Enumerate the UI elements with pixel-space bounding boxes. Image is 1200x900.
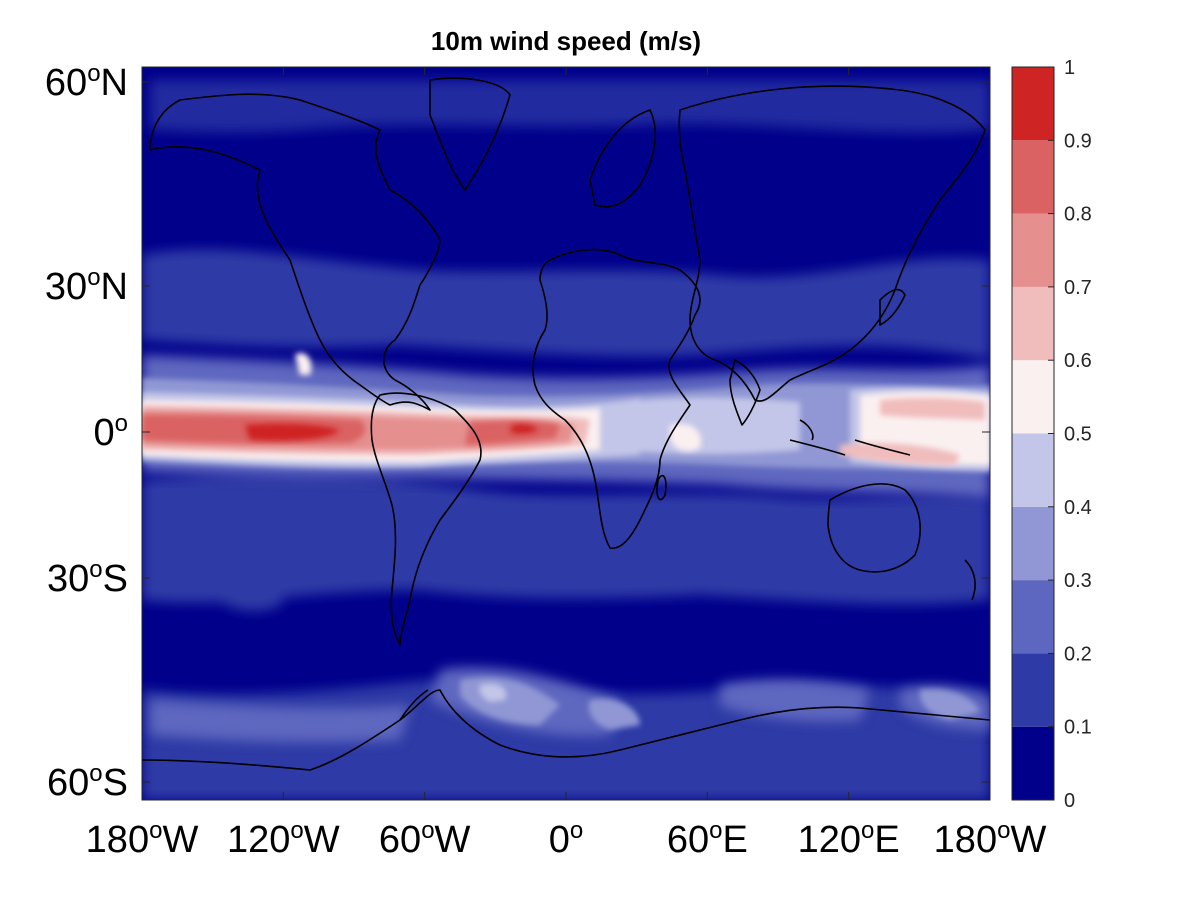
x-tick-label: 60oE bbox=[667, 817, 748, 861]
y-tick-label-deg: 60 bbox=[47, 762, 89, 804]
x-tick-label-deg: 60 bbox=[379, 819, 421, 861]
colorbar-tick-label: 0.3 bbox=[1064, 570, 1092, 592]
y-tick-label-hemisphere: N bbox=[101, 266, 128, 308]
y-tick-label-degree-sign: o bbox=[87, 60, 100, 87]
colorbar-tick-label: 0 bbox=[1064, 790, 1075, 812]
colorbar-tick-label: 0.7 bbox=[1064, 277, 1092, 299]
x-tick-label-hemisphere: E bbox=[874, 819, 899, 861]
y-tick-label: 30oN bbox=[45, 264, 128, 308]
colorbar-swatch bbox=[1012, 726, 1054, 800]
coast-new-zealand bbox=[964, 559, 976, 601]
coast-indonesia bbox=[789, 419, 911, 456]
y-tick-label: 60oN bbox=[45, 60, 128, 104]
coast-antarctic-peninsula bbox=[399, 689, 429, 721]
coast-australia bbox=[827, 483, 921, 573]
y-tick-label-degree-sign: o bbox=[87, 264, 100, 291]
coast-north-america bbox=[149, 93, 441, 411]
colorbar-tick-label: 0.2 bbox=[1064, 643, 1092, 665]
contour-level-9 bbox=[245, 423, 538, 441]
colorbar-tick-label: 0.9 bbox=[1064, 130, 1092, 152]
x-tick-label-degree-sign: o bbox=[570, 817, 583, 844]
colorbar-tick-label: 0.5 bbox=[1064, 424, 1092, 446]
coastlines bbox=[142, 77, 990, 771]
y-tick-label-hemisphere: S bbox=[103, 762, 128, 804]
x-tick-label-deg: 180 bbox=[934, 819, 997, 861]
colorbar-swatch bbox=[1012, 286, 1054, 361]
x-tick-label-degree-sign: o bbox=[149, 817, 162, 844]
coast-south-america bbox=[370, 392, 482, 646]
y-tick-label: 30oS bbox=[47, 556, 128, 600]
x-tick-label-degree-sign: o bbox=[997, 817, 1010, 844]
map-area bbox=[142, 67, 990, 800]
y-tick-label: 0o bbox=[94, 410, 129, 454]
y-tick-label-degree-sign: o bbox=[89, 556, 102, 583]
y-tick-label: 60oS bbox=[47, 760, 128, 804]
coast-japan bbox=[879, 288, 906, 326]
x-tick-label-deg: 120 bbox=[798, 819, 861, 861]
x-tick-label-degree-sign: o bbox=[421, 817, 434, 844]
x-tick-label: 180oW bbox=[934, 817, 1047, 861]
x-tick-label-deg: 120 bbox=[227, 819, 290, 861]
x-tick-label-hemisphere: E bbox=[722, 819, 747, 861]
y-tick-label-hemisphere: S bbox=[103, 558, 128, 600]
x-tick-label: 180oW bbox=[86, 817, 199, 861]
colorbar-tick-label: 0.6 bbox=[1064, 350, 1092, 372]
y-tick-label-deg: 60 bbox=[45, 62, 87, 104]
coast-asia bbox=[678, 85, 986, 402]
x-tick-label-deg: 180 bbox=[86, 819, 149, 861]
colorbar-swatch bbox=[1012, 360, 1054, 434]
y-tick-label-deg: 30 bbox=[45, 266, 87, 308]
x-axis: 180oW 120oW 60oW 0o 60oE 120oE 180oW bbox=[86, 67, 1047, 861]
x-tick-label-hemisphere: W bbox=[1010, 819, 1046, 861]
colorbar-swatch bbox=[1012, 140, 1054, 214]
colorbar: 0 0.1 0.2 0.3 0.4 0.5 0.6 0.7 0.8 0.9 1 bbox=[1011, 57, 1092, 812]
chart-title: 10m wind speed (m/s) bbox=[431, 26, 701, 56]
colorbar-tick-label: 1 bbox=[1064, 57, 1075, 79]
colorbar-tick-label: 0.8 bbox=[1064, 204, 1092, 226]
x-tick-label-degree-sign: o bbox=[861, 817, 874, 844]
coast-india bbox=[729, 359, 761, 426]
coast-antarctica bbox=[142, 689, 990, 771]
y-tick-label-hemisphere: N bbox=[101, 62, 128, 104]
x-tick-label: 0o bbox=[549, 817, 584, 861]
colorbar-swatch bbox=[1012, 213, 1054, 287]
y-tick-label-degree-sign: o bbox=[89, 760, 102, 787]
x-tick-label-hemisphere: W bbox=[304, 819, 340, 861]
x-tick-label: 120oW bbox=[227, 817, 340, 861]
y-tick-label-deg: 30 bbox=[47, 558, 89, 600]
colorbar-swatch bbox=[1012, 506, 1054, 581]
coast-greenland bbox=[429, 77, 511, 191]
y-tick-label-deg: 0 bbox=[94, 412, 115, 454]
coast-scandinavia bbox=[589, 109, 656, 208]
x-tick-label: 60oW bbox=[379, 817, 471, 861]
x-tick-label: 120oE bbox=[798, 817, 900, 861]
x-tick-label-degree-sign: o bbox=[709, 817, 722, 844]
coast-madagascar bbox=[656, 474, 667, 501]
y-tick-label-degree-sign: o bbox=[115, 410, 128, 437]
coast-europe-africa bbox=[532, 248, 701, 549]
colorbar-swatch bbox=[1012, 67, 1054, 141]
colorbar-swatch bbox=[1012, 580, 1054, 654]
x-tick-label-degree-sign: o bbox=[290, 817, 303, 844]
x-tick-label-deg: 0 bbox=[549, 819, 570, 861]
x-tick-label-deg: 60 bbox=[667, 819, 709, 861]
contour-level-1 bbox=[142, 80, 990, 800]
colorbar-tick-label: 0.1 bbox=[1064, 717, 1092, 739]
x-tick-label-hemisphere: W bbox=[162, 819, 198, 861]
x-tick-label-hemisphere: W bbox=[435, 819, 471, 861]
colorbar-swatch bbox=[1012, 433, 1054, 507]
colorbar-tick-label: 0.4 bbox=[1064, 497, 1092, 519]
colorbar-swatch bbox=[1012, 653, 1054, 727]
